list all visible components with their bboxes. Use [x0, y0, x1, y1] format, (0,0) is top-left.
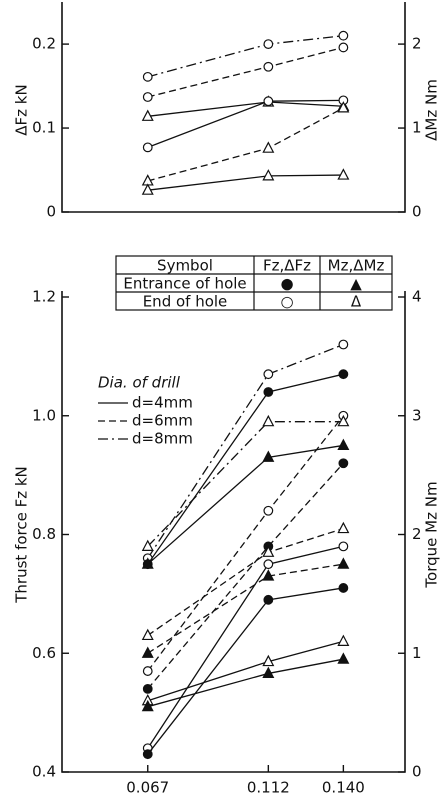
marker: [263, 594, 274, 605]
marker: [263, 559, 274, 570]
marker: [262, 654, 275, 667]
marker: [263, 39, 274, 49]
table-cell: ○: [280, 293, 293, 311]
marker: [263, 505, 274, 516]
marker: [263, 96, 274, 107]
marker: [263, 61, 274, 72]
marker: [337, 168, 350, 180]
y-tick-label: 0.6: [32, 644, 56, 662]
marker: [262, 569, 275, 581]
series-line: [147, 421, 344, 547]
marker: [142, 71, 153, 82]
marker: [337, 634, 350, 646]
marker: [338, 541, 349, 552]
marker: [337, 414, 350, 427]
marker: [262, 450, 275, 462]
series-line: [147, 658, 344, 708]
marker: [142, 683, 153, 694]
marker: [142, 749, 153, 760]
marker: [262, 141, 275, 153]
table-cell: Fz,ΔFz: [263, 257, 311, 275]
series-line: [147, 444, 344, 565]
series-line: [147, 35, 344, 78]
y2-axis-label: ΔMz Nm: [423, 79, 441, 141]
table-cell: Symbol: [157, 257, 213, 275]
series-line: [147, 174, 344, 191]
y-axis-label: Thrust force Fz kN: [13, 466, 31, 604]
marker: [338, 458, 349, 469]
marker: [338, 339, 349, 350]
series-line: [147, 563, 344, 654]
legend-label: d=6mm: [132, 412, 193, 430]
table-cell: ●: [280, 275, 293, 293]
marker: [141, 646, 154, 658]
marker: [337, 521, 350, 534]
marker: [141, 183, 154, 195]
y-tick-label: 0: [46, 203, 56, 221]
marker: [142, 142, 153, 153]
y-tick-label: 0.8: [32, 525, 56, 543]
y2-tick-label: 1: [412, 119, 422, 137]
series-line: [147, 101, 344, 117]
marker: [142, 92, 153, 102]
y2-axis-label: Torque Mz Nm: [423, 481, 441, 588]
marker: [141, 109, 154, 121]
table-cell: Δ: [351, 293, 362, 311]
y2-tick-label: 3: [412, 406, 422, 424]
y2-tick-label: 2: [412, 525, 422, 543]
table-cell: Entrance of hole: [123, 275, 246, 293]
marker: [142, 666, 153, 676]
marker: [141, 628, 154, 641]
y-tick-label: 0.1: [32, 119, 56, 137]
series-line: [147, 462, 344, 690]
y-tick-label: 1.0: [32, 406, 56, 424]
y2-tick-label: 0: [412, 203, 422, 221]
table-cell: ▲: [350, 275, 362, 293]
y-tick-label: 0.2: [32, 35, 56, 53]
marker: [141, 557, 154, 569]
table-cell: Mz,ΔMz: [328, 257, 385, 275]
marker: [338, 369, 349, 380]
x-tick-label: 0.140: [322, 779, 365, 796]
x-tick-label: 0.067: [126, 779, 169, 796]
symbol-table: Symbol Fz,ΔFz Mz,ΔMz Entrance of hole ● ▲ End …: [115, 255, 393, 311]
table-cell: End of hole: [143, 293, 228, 311]
y-axis-label: ΔFz kN: [13, 84, 31, 135]
marker: [263, 387, 274, 397]
axes-frame: [61, 2, 406, 213]
series-line: [147, 640, 344, 702]
marker: [337, 557, 350, 569]
y2-tick-label: 1: [412, 644, 422, 662]
marker: [262, 666, 275, 679]
legend-label: d=4mm: [132, 394, 193, 412]
y-tick-label: 1.2: [32, 288, 56, 306]
series-line: [147, 527, 344, 636]
marker: [262, 414, 275, 427]
series-line: [147, 46, 344, 98]
marker: [263, 369, 274, 380]
legend-title: Dia. of drill: [98, 374, 181, 392]
marker: [338, 583, 349, 593]
y2-tick-label: 2: [412, 35, 422, 53]
y-tick-label: 0.4: [32, 763, 56, 781]
series-line: [147, 545, 344, 749]
axes-frame: [61, 291, 406, 773]
x-tick-label: 0.112: [247, 779, 290, 796]
marker: [338, 30, 349, 41]
marker: [262, 545, 275, 557]
marker: [141, 699, 154, 712]
y2-tick-label: 0: [412, 763, 422, 781]
series-line: [147, 107, 344, 182]
marker: [262, 169, 275, 181]
marker: [337, 438, 350, 451]
marker: [338, 42, 349, 53]
series-line: [147, 587, 344, 755]
legend-label: d=8mm: [132, 430, 193, 448]
y2-tick-label: 4: [412, 288, 422, 306]
marker: [141, 539, 154, 551]
marker: [337, 652, 350, 664]
marker: [337, 101, 350, 113]
series-line: [147, 415, 344, 672]
